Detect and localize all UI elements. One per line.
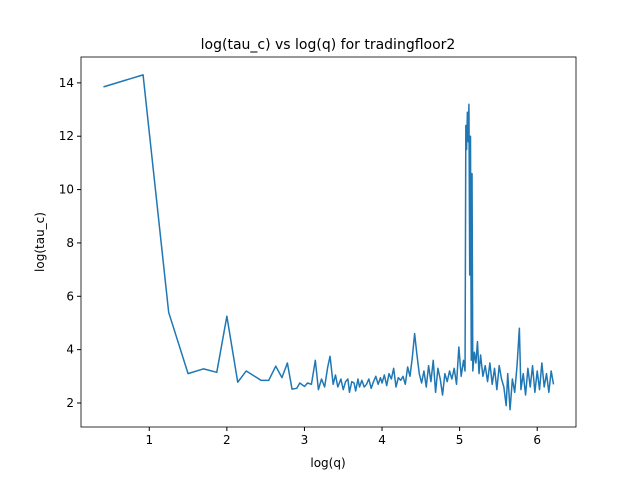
x-tick-label: 3 xyxy=(301,433,309,447)
y-axis-label: log(tau_c) xyxy=(33,212,47,272)
plot-frame xyxy=(80,56,577,428)
chart-title: log(tau_c) vs log(q) for tradingfloor2 xyxy=(201,37,456,53)
x-tick-label: 2 xyxy=(223,433,231,447)
data-line xyxy=(103,74,555,411)
x-tick-label: 5 xyxy=(456,433,464,447)
y-tick-label: 8 xyxy=(66,236,74,250)
x-axis-label: log(q) xyxy=(310,456,345,470)
y-tick-label: 6 xyxy=(66,289,74,303)
y-tick-label: 14 xyxy=(59,76,74,90)
x-tick-label: 4 xyxy=(378,433,386,447)
x-tick-label: 1 xyxy=(145,433,153,447)
y-tick-label: 10 xyxy=(59,183,74,197)
y-tick-label: 12 xyxy=(59,129,74,143)
y-tick-label: 4 xyxy=(66,343,74,357)
y-tick-label: 2 xyxy=(66,396,74,410)
x-tick-label: 6 xyxy=(533,433,541,447)
